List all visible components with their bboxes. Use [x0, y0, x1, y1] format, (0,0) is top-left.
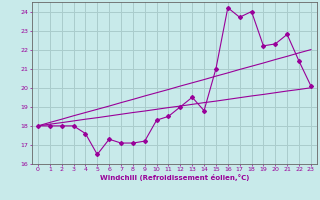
X-axis label: Windchill (Refroidissement éolien,°C): Windchill (Refroidissement éolien,°C)	[100, 174, 249, 181]
